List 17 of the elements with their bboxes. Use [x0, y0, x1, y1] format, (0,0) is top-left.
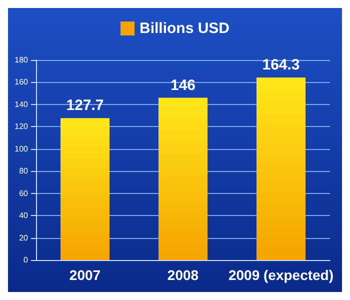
y-tick-label: 80 [19, 166, 29, 176]
y-tick-label: 20 [19, 233, 29, 242]
y-tick-label: 160 [14, 78, 29, 87]
data-label: 146 [170, 76, 196, 94]
y-tick-label: 180 [14, 56, 29, 64]
y-tick-label: 140 [14, 100, 29, 109]
x-tick-label: 2007 [69, 267, 101, 283]
legend-label: Billions USD [139, 20, 230, 37]
y-tick-label: 0 [24, 256, 29, 264]
data-label: 127.7 [66, 97, 104, 114]
y-tick-label: 60 [19, 188, 29, 198]
data-label: 164.3 [262, 56, 300, 74]
y-tick-label: 40 [19, 211, 29, 220]
y-tick-label: 120 [14, 122, 29, 132]
x-tick-label: 2009 (expected) [228, 267, 334, 283]
x-tick-label: 2008 [167, 267, 199, 283]
y-tick-label: 100 [14, 144, 29, 154]
